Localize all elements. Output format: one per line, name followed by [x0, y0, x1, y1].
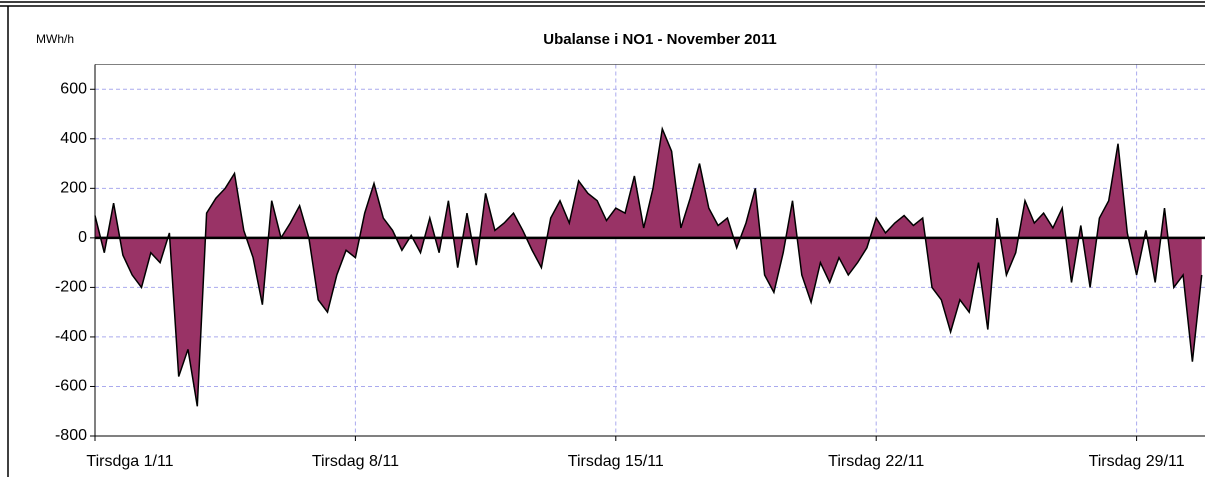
- y-tick-label: -200: [55, 279, 87, 296]
- y-tick-label: -400: [55, 328, 87, 345]
- y-tick-label: -600: [55, 378, 87, 395]
- y-tick-label: 200: [60, 180, 87, 197]
- x-tick-label: Tirsdag 29/11: [1089, 453, 1185, 470]
- y-axis-label: MWh/h: [36, 32, 74, 46]
- area: [95, 128, 1202, 407]
- y-tick-label: 400: [60, 130, 87, 147]
- chart-title: Ubalanse i NO1 - November 2011: [543, 31, 776, 48]
- x-tick-label: Tirsdag 22/11: [828, 453, 924, 470]
- line: [94, 126, 1203, 407]
- y-tick-label: 600: [60, 80, 87, 97]
- x-tick-label: Tirsdag 8/11: [312, 453, 399, 470]
- x-tick-label: Tirsdga 1/11: [86, 453, 173, 470]
- x-tick-label: Tirsdag 15/11: [568, 453, 664, 470]
- y-tick-label: 0: [78, 229, 87, 246]
- y-tick-label: -800: [55, 427, 87, 444]
